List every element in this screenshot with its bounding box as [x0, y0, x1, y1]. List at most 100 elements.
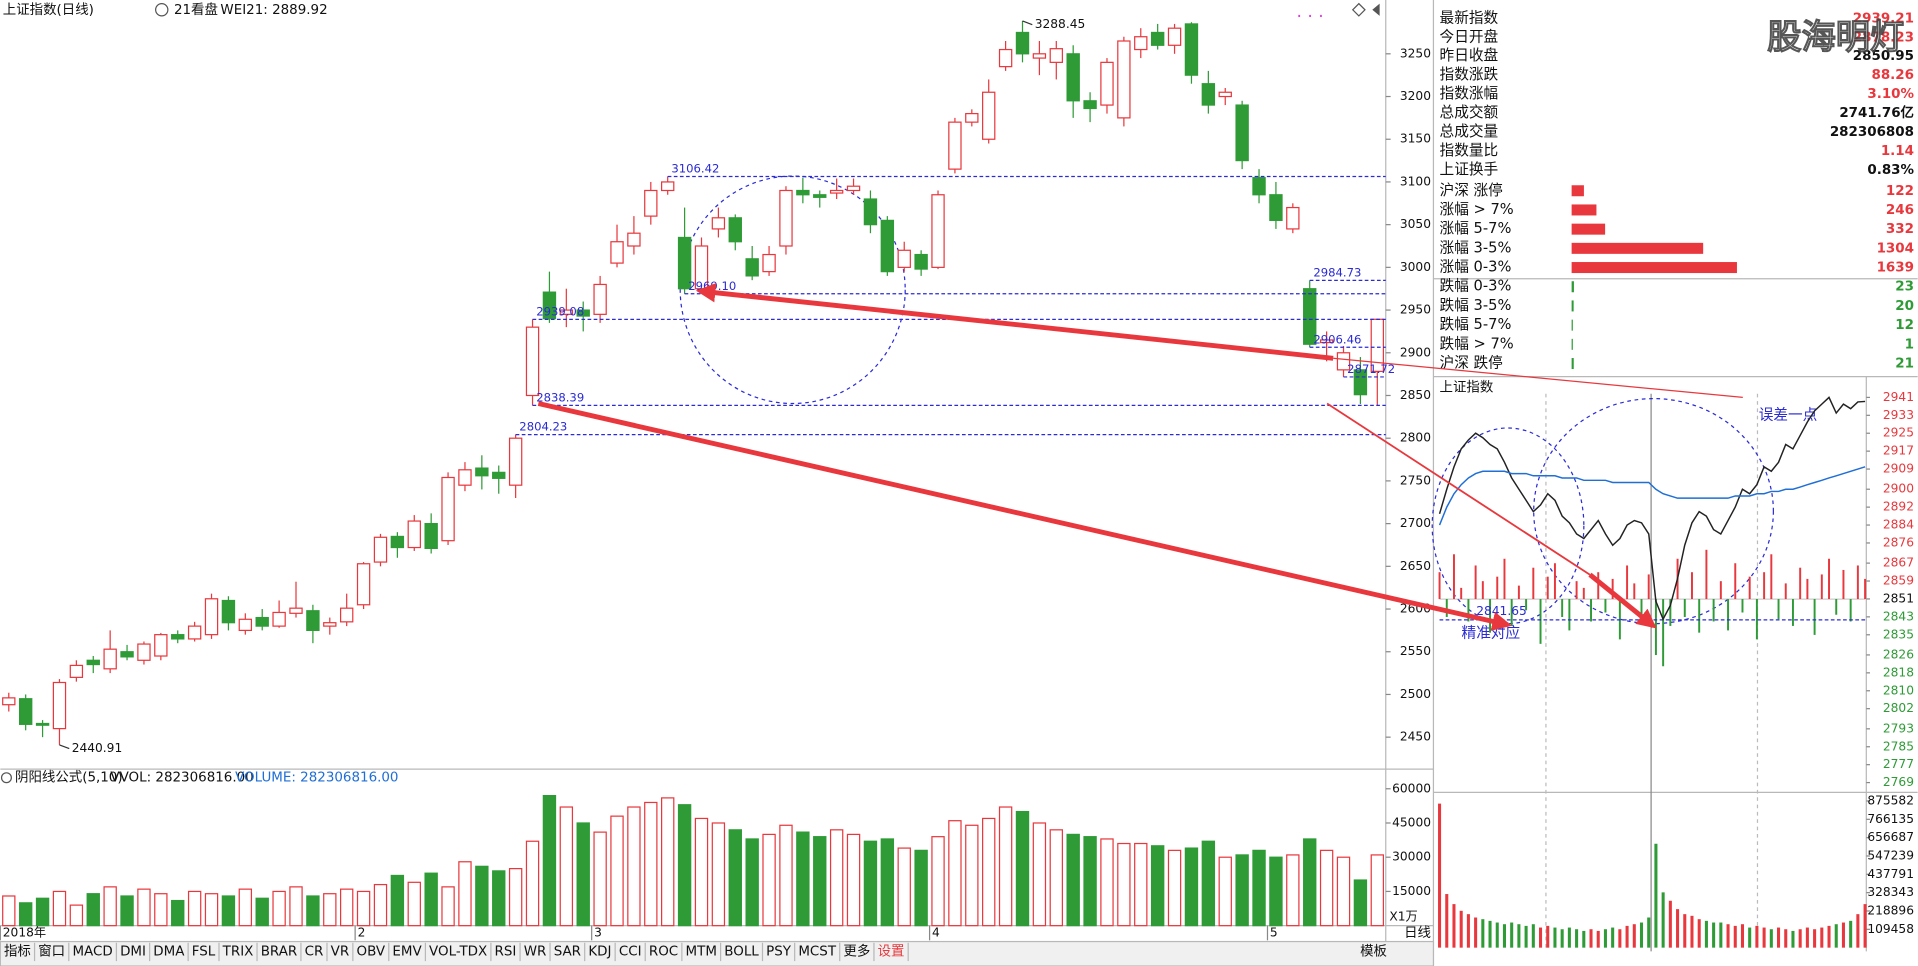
x-tick-label: 2018年 — [3, 925, 46, 939]
tab[interactable]: 更多 — [843, 942, 870, 959]
stat-label: 指数涨跌 — [1440, 66, 1499, 83]
volume-bar — [1083, 836, 1097, 927]
stat-label: 上证换手 — [1440, 161, 1499, 178]
breadth-label: 涨幅 5-7% — [1440, 220, 1512, 237]
tab[interactable]: MTM — [686, 944, 717, 959]
y-tick-label: 2900 — [1883, 482, 1914, 496]
y-tick-label: 2843 — [1883, 609, 1914, 623]
volume-bar — [187, 890, 202, 927]
volume-bar — [238, 888, 253, 927]
candle-body — [880, 219, 895, 273]
tab[interactable]: ROC — [649, 944, 678, 959]
tab[interactable]: 窗口 — [38, 942, 65, 959]
breadth-label: 跌幅 0-3% — [1440, 278, 1512, 295]
tab[interactable]: EMV — [392, 944, 422, 959]
tab[interactable]: VR — [331, 944, 350, 959]
candle-body — [931, 194, 945, 268]
candle-body — [356, 563, 371, 606]
stat-value: 3.10% — [1867, 87, 1914, 102]
volume-bar — [677, 804, 692, 927]
candle-body — [1049, 48, 1063, 63]
tab[interactable]: SAR — [554, 944, 581, 959]
y-tick-label: 3050 — [1400, 217, 1431, 231]
volume-bar — [711, 822, 726, 927]
tab[interactable]: FSL — [192, 944, 216, 959]
tab[interactable]: BRAR — [261, 944, 298, 959]
annotation-label: 2440.91 — [72, 741, 123, 755]
level-label: 3106.42 — [671, 162, 719, 176]
candle-body — [18, 698, 33, 725]
tab[interactable]: VOL-TDX — [429, 944, 487, 959]
candle-body — [475, 467, 489, 477]
tab[interactable]: DMI — [120, 944, 146, 959]
volume-bar — [1235, 854, 1249, 927]
stat-value: 2850.95 — [1853, 49, 1914, 64]
volume-bar — [289, 886, 303, 927]
tab[interactable]: 指标 — [4, 943, 31, 959]
tab[interactable]: CR — [305, 944, 324, 959]
candle-body — [796, 189, 810, 196]
candle-body — [289, 607, 303, 614]
breadth-value: 122 — [1886, 184, 1914, 199]
candle-body — [255, 616, 269, 627]
stat-label: 最新指数 — [1440, 9, 1499, 26]
annotation-leader — [59, 744, 70, 750]
volume-bar — [914, 849, 928, 927]
y-tick-label: 2900 — [1400, 345, 1431, 359]
y-tick-label: 30000 — [1392, 850, 1431, 864]
stat-label: 昨日收盘 — [1440, 46, 1499, 64]
volume-bar — [221, 895, 236, 927]
volume-bar — [948, 820, 962, 927]
tab[interactable]: RSI — [495, 944, 517, 959]
stat-value: 1.14 — [1881, 144, 1914, 159]
annotation-label: 3288.45 — [1035, 17, 1086, 31]
tab[interactable]: OBV — [357, 944, 386, 959]
tab[interactable]: 设置 — [878, 943, 905, 959]
highlight-circle — [1533, 398, 1774, 625]
tab[interactable]: MACD — [72, 944, 112, 959]
tab[interactable]: TRIX — [222, 944, 254, 959]
tab[interactable]: MCST — [798, 944, 837, 959]
volume-bar — [458, 861, 472, 927]
level-label: 2804.23 — [519, 420, 567, 434]
volume-bar — [745, 838, 759, 927]
volume-bar — [52, 890, 67, 927]
volume-bar — [661, 797, 675, 927]
candle-body — [1167, 27, 1182, 46]
y-tick-label: 2777 — [1883, 757, 1914, 771]
breadth-value: 20 — [1895, 299, 1914, 314]
y-tick-label: 2450 — [1400, 730, 1431, 744]
tab[interactable]: BOLL — [724, 944, 759, 959]
y-tick-label: 2859 — [1883, 574, 1914, 588]
candle-body — [745, 258, 759, 277]
volume-formula: 阴阳线公式(5,10) — [15, 770, 123, 786]
icon[interactable] — [1372, 3, 1380, 16]
template[interactable]: 模板 — [1360, 943, 1387, 959]
y-tick-label: 2850 — [1400, 388, 1431, 402]
volume-bar — [323, 893, 337, 927]
tab[interactable]: CCI — [619, 944, 642, 959]
volume-bar — [1252, 849, 1266, 927]
tab[interactable]: WR — [524, 944, 547, 959]
breadth-label: 跌幅 5-7% — [1440, 316, 1512, 333]
tab[interactable]: PSY — [766, 944, 792, 959]
x-tick-label: 3 — [594, 925, 602, 939]
tab[interactable]: KDJ — [588, 944, 611, 959]
y-tick-label: 437791 — [1867, 867, 1914, 881]
breadth-bar — [1571, 185, 1584, 197]
volume-bar — [1032, 822, 1047, 927]
volume-bar — [339, 888, 354, 927]
level-label: 2871.72 — [1347, 362, 1395, 376]
candle-body — [813, 194, 827, 198]
tab[interactable]: DMA — [153, 944, 185, 959]
y-tick-label: 2500 — [1400, 687, 1431, 701]
breadth-label: 涨幅 3-5% — [1440, 239, 1512, 256]
volume-bar — [356, 890, 371, 927]
period[interactable]: 日线 — [1404, 925, 1431, 941]
watermark: 股海明灯 — [1767, 18, 1904, 58]
volume-bar — [965, 824, 979, 927]
level-label: 2838.39 — [536, 391, 584, 405]
candle-body — [711, 217, 726, 230]
